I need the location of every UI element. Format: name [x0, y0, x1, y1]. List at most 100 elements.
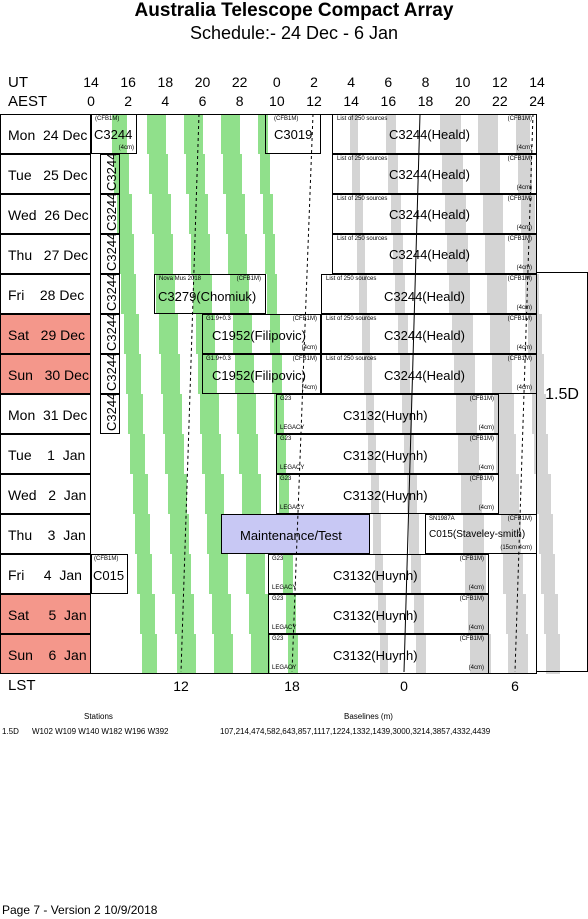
schedule-row: Tue 25 Dec List of 250 sources (CFB1M) C324… — [0, 153, 537, 194]
block-note: (4cm) — [301, 385, 317, 391]
daylight-band — [260, 154, 271, 194]
daylight-band — [165, 434, 185, 474]
block-note: LEGACY — [272, 665, 297, 671]
block-title: C3244 — [104, 192, 119, 231]
schedule-row: Mon 24 Dec (CFB1M) C3244 (4cm) (CFB1M) C3019 L… — [0, 114, 537, 154]
daylight-band — [112, 114, 127, 154]
daylight-band — [139, 594, 155, 634]
daylight-band — [250, 634, 270, 674]
twilight-band — [368, 434, 377, 474]
aest-tick: 18 — [417, 93, 434, 109]
block-note: (CFB1M) — [95, 116, 120, 122]
schedule-row: Wed 2 Jan G23 (CFB1M) C3132(Huynh) LEGACY (4c… — [0, 474, 551, 514]
daylight-band — [153, 234, 173, 274]
twilight-band — [465, 554, 487, 594]
twilight-band — [484, 234, 505, 274]
daylight-band — [116, 194, 132, 234]
block-c3244-vertical: C3244 — [100, 312, 120, 354]
aest-tick: 22 — [492, 93, 508, 109]
daylight-band — [158, 314, 178, 354]
block-note: (CFB1M) — [507, 516, 532, 522]
twilight-band — [498, 474, 519, 514]
ut-tick: 22 — [231, 74, 248, 90]
twilight-band — [505, 594, 526, 634]
aest-tick: 20 — [454, 93, 471, 109]
twilight-band — [446, 234, 468, 274]
config-name: 1.5D — [2, 727, 19, 736]
twilight-band — [409, 514, 419, 554]
block-title: C015 — [93, 568, 125, 583]
block-note: (CFB1M) — [292, 356, 317, 362]
twilight-band — [456, 394, 478, 434]
page-info: Page 7 - Version 2 10/9/2018 — [2, 903, 158, 917]
daylight-band — [125, 354, 141, 394]
twilight-band — [366, 394, 375, 434]
daylight-band — [225, 194, 245, 234]
block-note: (CFB1M) — [469, 396, 494, 402]
daylight-band — [135, 514, 150, 554]
daylight-band — [151, 194, 171, 234]
daylight-band — [269, 314, 280, 354]
block-c3244-vertical: C3244 — [100, 232, 120, 274]
twilight-band — [390, 194, 401, 234]
twilight-band — [489, 314, 510, 354]
daylight-band — [248, 594, 268, 634]
daylight-band — [267, 274, 278, 314]
block-note: (4cm) — [516, 265, 532, 271]
aest-tick: 4 — [161, 93, 170, 109]
block-title: C3244 — [104, 312, 119, 351]
block-note: (4cm) — [301, 345, 317, 351]
block-c3132: G23 (CFB1M) C3132(Huynh) LEGACY (4cm) — [276, 434, 499, 474]
block-title: C3244 — [104, 232, 119, 271]
day-label: Sat 5 Jan — [0, 594, 91, 634]
twilight-band — [444, 194, 466, 234]
page-title: Australia Telescope Compact Array — [134, 0, 454, 21]
schedule-row: Fri 28 Dec C3244 Nova Mus 2018 (CFB1M) C3279… — [0, 273, 540, 314]
twilight-band — [532, 394, 547, 434]
aest-tick: 6 — [198, 93, 207, 109]
ut-tick: 16 — [120, 74, 136, 90]
daylight-band — [211, 594, 231, 634]
schedule-row: Wed 26 Dec List of 250 sources (CFB1M) C324… — [0, 192, 537, 234]
block-note: G1.9+0.3 — [206, 356, 231, 362]
twilight-band — [467, 594, 489, 634]
schedule-row: Thu 3 Jan Maintenance/Test SN1987A (CFB1M) C… — [0, 514, 553, 554]
block-c3132: G23 (CFB1M) C3132(Huynh) LEGACY (4cm) — [268, 554, 489, 594]
day-label: Thu 27 Dec — [0, 234, 91, 274]
block-note: (4cm) — [516, 185, 532, 191]
daylight-band — [276, 434, 287, 474]
block-title: C3244(Heald) — [389, 207, 470, 222]
daylight-band — [232, 314, 252, 354]
twilight-band — [442, 154, 464, 194]
daylight-band — [230, 274, 250, 314]
day-label: Mon 24 Dec — [0, 114, 91, 154]
twilight-band — [375, 554, 384, 594]
block-c3244-heald: List of 250 sources (CFB1M) C3244(Heald) (4… — [321, 314, 537, 354]
twilight-band — [379, 634, 388, 674]
block-c015-staveley: SN1987A (CFB1M) C015(Staveley-smith) (15cm … — [425, 514, 537, 554]
daylight-band — [190, 234, 210, 274]
twilight-band — [415, 634, 426, 674]
aest-axis-label: AEST — [8, 93, 48, 110]
twilight-band — [451, 314, 473, 354]
daylight-band — [209, 554, 229, 594]
lst-axis-label: LST — [8, 677, 36, 694]
ut-tick: 18 — [157, 74, 174, 90]
twilight-band — [370, 474, 379, 514]
twilight-band — [480, 154, 501, 194]
schedule-row: Sun 30 Dec C3244 G1.9+0.3 (CFB1M) C1952(Fili… — [0, 353, 544, 394]
daylight-band — [186, 154, 206, 194]
block-note: (CFB1M) — [469, 436, 494, 442]
ut-tick: 2 — [310, 74, 318, 90]
block-note: (4cm) — [478, 505, 494, 511]
block-note: (4cm) — [468, 625, 484, 631]
stations-list: W102 W109 W140 W182 W196 W392 — [32, 727, 169, 736]
block-note: (4cm) — [516, 305, 532, 311]
block-c3244-vertical: C3244 — [100, 273, 120, 314]
block-note: (CFB1M) — [459, 636, 484, 642]
twilight-band — [361, 314, 370, 354]
daylight-band — [188, 194, 208, 234]
daylight-band — [283, 554, 294, 594]
block-note: (4cm) — [468, 665, 484, 671]
ut-tick: 20 — [194, 74, 211, 90]
